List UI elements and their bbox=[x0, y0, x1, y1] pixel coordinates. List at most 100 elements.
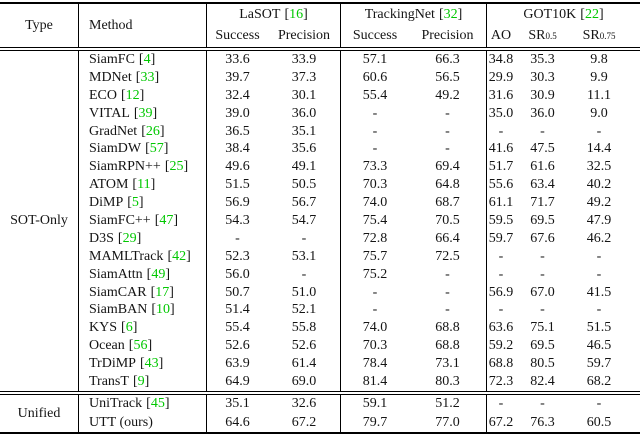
value-cell: 51.7 bbox=[486, 158, 515, 177]
cite-bracket: ] bbox=[150, 177, 156, 193]
citation-link[interactable]: 57 bbox=[149, 141, 164, 157]
value-cell: 41.5 bbox=[586, 284, 612, 300]
cite-bracket: ] bbox=[598, 6, 604, 22]
citation-link[interactable]: 33 bbox=[140, 69, 155, 85]
cite-bracket: ] bbox=[138, 195, 144, 211]
value-cell: - bbox=[301, 266, 307, 282]
value-cell: 30.9 bbox=[530, 87, 555, 103]
value-cell: 57.1 bbox=[340, 51, 409, 69]
citation-link[interactable]: 9 bbox=[137, 373, 145, 389]
citation-link[interactable]: 12 bbox=[125, 87, 140, 103]
group-header-lasot: LaSOT[16] bbox=[206, 4, 340, 25]
method-name: MDNet bbox=[89, 69, 132, 85]
cite-bracket: [ bbox=[127, 195, 132, 211]
value-cell: 47.5 bbox=[530, 141, 555, 157]
value-cell: 55.4 bbox=[206, 319, 268, 338]
value-cell: 35.1 bbox=[206, 394, 268, 414]
value-cell: 9.9 bbox=[590, 69, 608, 85]
value-cell: 34.8 bbox=[486, 51, 515, 69]
cite-bracket: [ bbox=[284, 6, 290, 22]
value-cell: 69.5 bbox=[530, 338, 555, 354]
value-cell: 68.8 bbox=[435, 338, 460, 354]
citation-link[interactable]: 49 bbox=[151, 266, 166, 282]
citation-link[interactable]: 47 bbox=[159, 212, 174, 228]
value-cell: 59.1 bbox=[340, 394, 409, 414]
value-cell: 33.9 bbox=[291, 51, 317, 67]
value-cell: 66.3 bbox=[435, 51, 460, 67]
citation-link[interactable]: 42 bbox=[172, 248, 187, 264]
citation-link[interactable]: 39 bbox=[138, 105, 153, 121]
col-header-method: Method bbox=[78, 4, 206, 47]
method-name: SiamCAR bbox=[89, 284, 147, 300]
citation-link[interactable]: 11 bbox=[137, 177, 151, 193]
cite-bracket: ] bbox=[173, 212, 179, 228]
citation-link[interactable]: 43 bbox=[144, 356, 159, 372]
value-cell: 56.9 bbox=[486, 283, 515, 302]
value-cell: 35.6 bbox=[291, 141, 317, 157]
value-cell: 78.4 bbox=[340, 355, 409, 374]
value-cell: 56.5 bbox=[435, 69, 460, 85]
method-name: SiamDW bbox=[89, 141, 142, 157]
cite-bracket: [ bbox=[132, 177, 138, 193]
citation-link[interactable]: 16 bbox=[289, 6, 304, 22]
citation-link[interactable]: 5 bbox=[131, 195, 139, 211]
value-cell: 77.0 bbox=[435, 414, 460, 430]
value-cell: 69.4 bbox=[435, 159, 460, 175]
value-cell: 51.4 bbox=[206, 301, 268, 320]
method-name: VITAL bbox=[89, 105, 130, 121]
method-name: DiMP bbox=[89, 195, 124, 211]
method-name: SiamRPN++ bbox=[89, 159, 161, 175]
value-cell: 56.0 bbox=[206, 265, 268, 284]
value-cell: 64.6 bbox=[206, 413, 268, 433]
value-cell: 51.2 bbox=[435, 396, 460, 412]
citation-link[interactable]: 45 bbox=[150, 396, 165, 412]
value-cell: - bbox=[596, 302, 602, 318]
citation-link[interactable]: 29 bbox=[122, 230, 137, 246]
value-cell: 80.5 bbox=[530, 356, 555, 372]
value-cell: 75.1 bbox=[530, 320, 555, 336]
citation-link[interactable]: 25 bbox=[169, 159, 184, 175]
cite-bracket: [ bbox=[141, 123, 146, 139]
method-cell: SiamFC[4] bbox=[78, 51, 206, 69]
cite-bracket: ] bbox=[303, 6, 308, 22]
value-cell: 64.9 bbox=[206, 373, 268, 391]
value-cell: 66.4 bbox=[435, 230, 460, 246]
value-cell: - bbox=[445, 266, 450, 282]
citation-link[interactable]: 56 bbox=[133, 338, 148, 354]
cite-bracket: [ bbox=[135, 69, 141, 85]
citation-link[interactable]: 22 bbox=[584, 6, 599, 22]
citation-link[interactable]: 32 bbox=[443, 6, 458, 22]
value-cell: 9.0 bbox=[590, 105, 608, 121]
value-cell: 61.6 bbox=[530, 159, 555, 175]
value-cell: 75.7 bbox=[340, 247, 409, 266]
value-cell: 49.6 bbox=[206, 158, 268, 177]
value-cell: 61.1 bbox=[486, 194, 515, 213]
value-cell: - bbox=[340, 122, 409, 141]
value-cell: 71.7 bbox=[530, 195, 555, 211]
cite-bracket: [ bbox=[154, 212, 160, 228]
citation-link[interactable]: 4 bbox=[143, 51, 151, 67]
method-name: ATOM bbox=[89, 177, 129, 193]
cite-bracket: ] bbox=[183, 159, 189, 175]
value-cell: 52.6 bbox=[206, 337, 268, 356]
value-cell: 41.6 bbox=[486, 140, 515, 159]
cite-bracket: [ bbox=[145, 141, 150, 157]
citation-link[interactable]: 6 bbox=[125, 320, 133, 336]
value-cell: 75.4 bbox=[340, 212, 409, 230]
method-name: SiamAttn bbox=[89, 266, 143, 282]
citation-link[interactable]: 10 bbox=[156, 302, 171, 318]
value-cell: 49.1 bbox=[291, 159, 317, 175]
citation-link[interactable]: 17 bbox=[155, 284, 170, 300]
cite-bracket: ] bbox=[132, 320, 138, 336]
method-name: TrDiMP bbox=[89, 356, 136, 372]
method-cell: SiamDW[57] bbox=[78, 140, 206, 159]
value-cell: 75.2 bbox=[340, 265, 409, 284]
value-cell: 49.2 bbox=[435, 87, 460, 103]
value-cell: 60.5 bbox=[586, 414, 612, 430]
cite-bracket: ] bbox=[159, 123, 165, 139]
value-cell: 52.1 bbox=[291, 302, 317, 318]
value-cell: 53.1 bbox=[291, 248, 317, 264]
citation-link[interactable]: 26 bbox=[145, 123, 160, 139]
